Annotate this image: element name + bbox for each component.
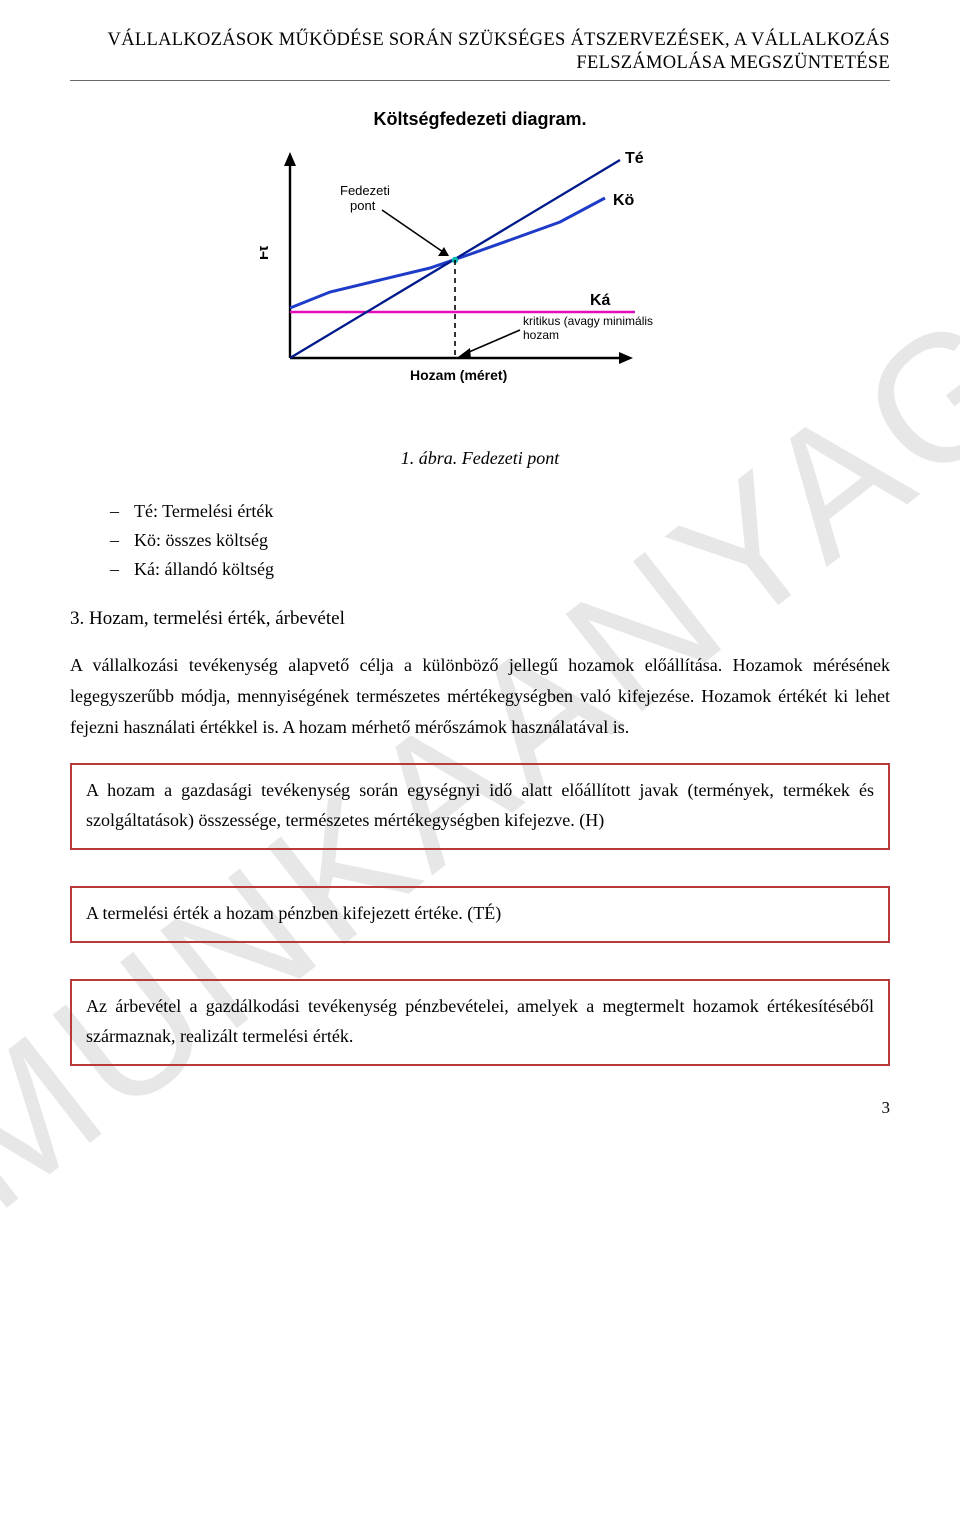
header-divider bbox=[70, 80, 890, 81]
section-heading: 3. Hozam, termelési érték, árbevétel bbox=[70, 605, 890, 634]
body-paragraph: A vállalkozási tevékenység alapvető célj… bbox=[70, 650, 890, 743]
breakeven-chart: Ft Hozam (méret) Fedezeti pont Té Kö Ká … bbox=[260, 140, 700, 420]
ka-label: Ká bbox=[590, 292, 611, 309]
page-number: 3 bbox=[882, 1098, 891, 1118]
figure-caption: 1. ábra. Fedezeti pont bbox=[70, 448, 890, 469]
x-axis-arrow bbox=[619, 352, 633, 364]
list-item: Té: Termelési érték bbox=[110, 497, 890, 526]
definition-box-termelesi-ertek: A termelési érték a hozam pénzben kifeje… bbox=[70, 886, 890, 943]
ko-line bbox=[290, 198, 605, 308]
kritikus-label-1: kritikus (avagy minimális bbox=[523, 314, 653, 328]
fedezeti-arrow bbox=[382, 210, 446, 254]
fedezeti-label-1: Fedezeti bbox=[340, 183, 390, 198]
fedezeti-arrowhead bbox=[438, 247, 449, 256]
header-line-2: FELSZÁMOLÁSA MEGSZÜNTETÉSE bbox=[70, 53, 890, 74]
y-axis-arrow bbox=[284, 152, 296, 166]
kritikus-label-2: hozam bbox=[523, 328, 559, 342]
definition-box-hozam: A hozam a gazdasági tevékenység során eg… bbox=[70, 763, 890, 850]
x-axis-label: Hozam (méret) bbox=[410, 367, 507, 383]
definition-box-arbevetel: Az árbevétel a gazdálkodási tevékenység … bbox=[70, 979, 890, 1066]
chart-title: Költségfedezeti diagram. bbox=[70, 109, 890, 130]
fedezeti-label-2: pont bbox=[350, 198, 376, 213]
header-line-1: VÁLLALKOZÁSOK MŰKÖDÉSE SORÁN SZÜKSÉGES Á… bbox=[70, 30, 890, 51]
te-label: Té bbox=[625, 150, 644, 167]
list-item: Kö: összes költség bbox=[110, 526, 890, 555]
ko-label: Kö bbox=[613, 192, 635, 209]
y-axis-label: Ft bbox=[260, 246, 272, 260]
kritikus-arrow bbox=[462, 330, 520, 355]
legend-list: Té: Termelési érték Kö: összes költség K… bbox=[110, 497, 890, 583]
list-item: Ká: állandó költség bbox=[110, 555, 890, 584]
